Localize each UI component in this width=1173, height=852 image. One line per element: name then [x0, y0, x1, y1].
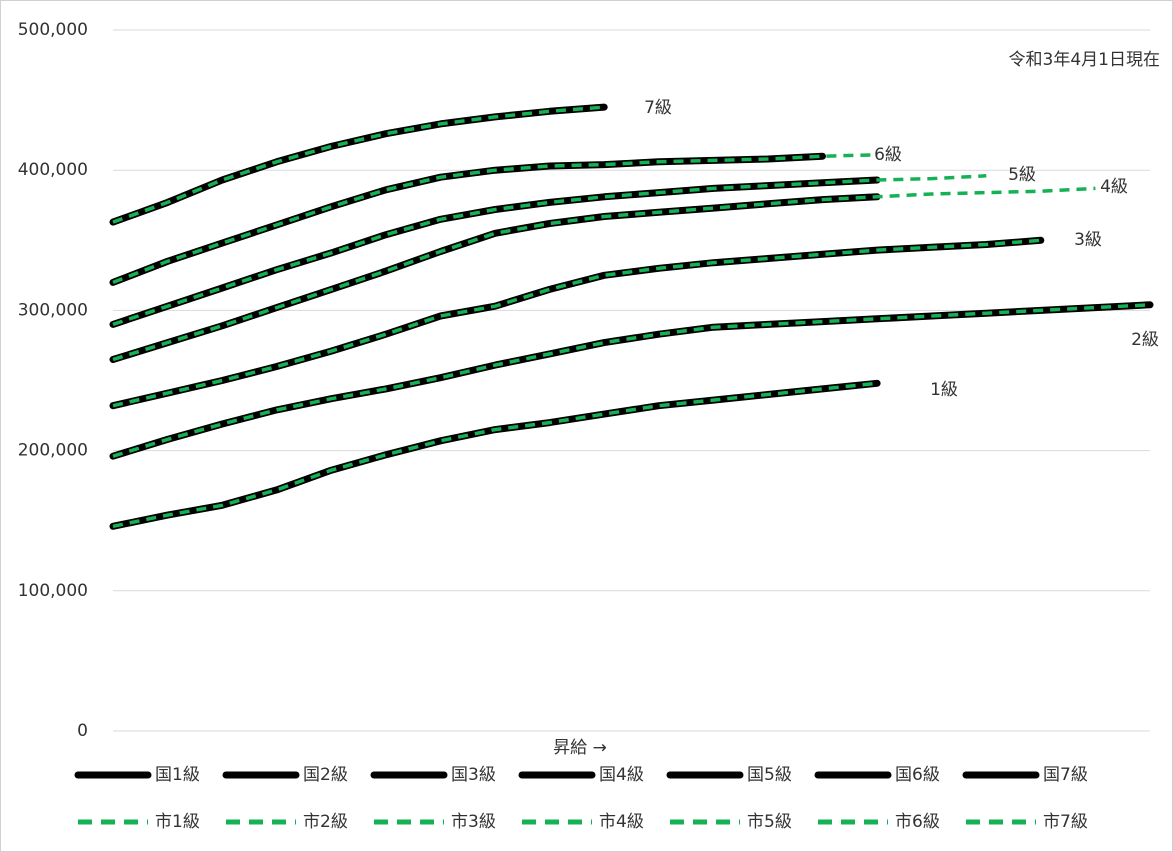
series-line	[109, 193, 881, 363]
legend-label: 国4級	[599, 765, 644, 785]
series-line	[112, 186, 1096, 362]
annotation: 2級	[1131, 330, 1159, 350]
annotation: 6級	[874, 145, 902, 165]
x-axis-label: 昇給 →	[553, 738, 607, 758]
annotation: 1級	[930, 380, 958, 400]
y-tick-label: 400,000	[18, 160, 88, 180]
note: 令和3年4月1日現在	[1009, 50, 1160, 70]
y-tick-label: 300,000	[18, 300, 88, 320]
legend-label: 国2級	[303, 765, 348, 785]
legend-label: 市4級	[599, 812, 644, 832]
legend-label: 国7級	[1043, 765, 1088, 785]
legend-label: 国5級	[747, 765, 792, 785]
series-line	[112, 303, 1151, 458]
legend-label: 市1級	[155, 812, 200, 832]
annotation: 7級	[644, 98, 672, 118]
y-tick-label: 100,000	[18, 581, 88, 601]
annotation: 4級	[1100, 177, 1128, 197]
legend-label: 市2級	[303, 812, 348, 832]
legend-label: 国6級	[895, 765, 940, 785]
y-tick-label: 0	[77, 721, 88, 741]
legend-label: 市5級	[747, 812, 792, 832]
y-tick-label: 200,000	[18, 441, 88, 461]
legend-label: 国3級	[451, 765, 496, 785]
y-tick-label: 500,000	[18, 20, 88, 40]
legend-label: 市3級	[451, 812, 496, 832]
legend-label: 市7級	[1043, 812, 1088, 832]
legend-label: 国1級	[155, 765, 200, 785]
annotation: 5級	[1008, 165, 1036, 185]
series-line	[112, 238, 1041, 408]
series-line	[112, 153, 878, 285]
series-line	[112, 105, 605, 224]
legend-label: 市6級	[895, 812, 940, 832]
annotation: 3級	[1074, 230, 1102, 250]
series-line	[112, 381, 878, 529]
series-line	[112, 174, 987, 327]
